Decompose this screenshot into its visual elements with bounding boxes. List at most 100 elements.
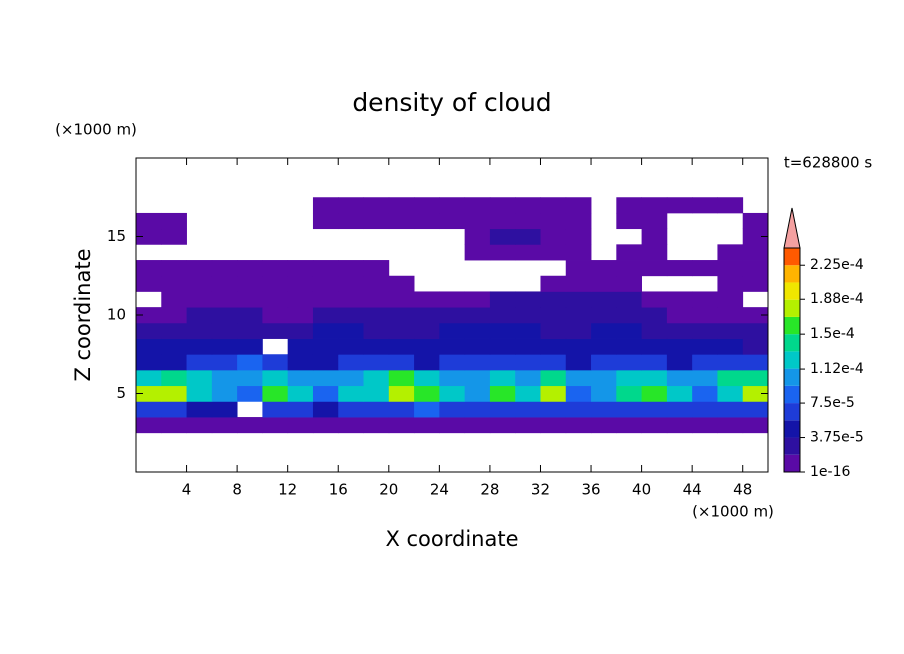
field-cell [338, 291, 364, 308]
field-cell [515, 354, 541, 371]
colorbar-band [784, 334, 800, 352]
field-cell [565, 354, 592, 371]
colorbar-band [784, 265, 800, 283]
field-cell [186, 385, 213, 402]
field-cell [312, 260, 339, 277]
y-tick-label: 10 [107, 306, 126, 324]
field-cell [641, 385, 668, 402]
x-tick-label: 44 [683, 481, 702, 499]
field-cell [515, 322, 541, 339]
field-cell [312, 322, 339, 339]
field-cell [515, 369, 541, 387]
field-cell [186, 338, 213, 355]
field-cell [464, 338, 491, 355]
colorbar-tick-label: 1.12e-4 [810, 361, 864, 377]
field-cell [666, 385, 693, 402]
field-cell [717, 354, 744, 371]
x-tick-label: 28 [480, 481, 499, 499]
field-cell [262, 354, 289, 371]
field-cell [666, 291, 693, 308]
field-cell [312, 338, 339, 355]
field-cell [439, 322, 466, 339]
chart-title: density of cloud [352, 88, 551, 117]
field-cell [464, 385, 491, 402]
field-cell [616, 385, 642, 402]
field-cell [641, 212, 668, 230]
field-cell [742, 385, 768, 402]
field-cell [388, 401, 415, 418]
field-cell [439, 401, 466, 418]
field-cell [717, 291, 744, 308]
field-cell [616, 244, 642, 261]
field-cell [439, 212, 466, 230]
field-cell [161, 275, 187, 292]
field-cell [262, 291, 289, 308]
field-cell [464, 197, 491, 214]
field-cell [161, 260, 187, 277]
field-cell [692, 307, 718, 324]
field-cell [186, 307, 213, 324]
field-cell [287, 260, 314, 277]
field-cell [464, 228, 491, 245]
field-cell [237, 307, 263, 324]
field-cell [464, 417, 491, 434]
field-cell [489, 338, 516, 355]
field-cell [287, 385, 314, 402]
field-cell [489, 307, 516, 324]
field-cell [388, 197, 415, 214]
field-cell [237, 385, 263, 402]
field-cell [439, 354, 466, 371]
colorbar-band [784, 437, 800, 455]
field-cell [186, 401, 213, 418]
field-cell [464, 291, 491, 308]
field-cell [136, 322, 162, 339]
x-axis-label: X coordinate [385, 527, 518, 551]
field-cell [262, 417, 289, 434]
field-cell [312, 291, 339, 308]
y-tick-label: 15 [107, 227, 126, 245]
field-cell [439, 307, 466, 324]
field-cell [666, 197, 693, 214]
field-cell [287, 275, 314, 292]
field-cell [262, 307, 289, 324]
field-cell [287, 307, 314, 324]
field-cell [515, 228, 541, 245]
field-cell [742, 354, 768, 371]
field-cell [641, 354, 668, 371]
x-tick-label: 36 [581, 481, 600, 499]
colorbar-band [784, 351, 800, 369]
field-cell [363, 212, 390, 230]
field-cell [388, 322, 415, 339]
field-cell [338, 197, 364, 214]
field-cell [666, 354, 693, 371]
field-cell [717, 197, 744, 214]
field-cell [692, 338, 718, 355]
field-cell [186, 322, 213, 339]
field-cell [262, 260, 289, 277]
field-cell [540, 275, 567, 292]
field-cell [414, 401, 440, 418]
x-tick-label: 4 [182, 481, 192, 499]
field-cell [161, 291, 187, 308]
field-cell [565, 291, 592, 308]
field-cell [161, 338, 187, 355]
field-cell [742, 212, 768, 230]
field-cell [136, 401, 162, 418]
field-cell [489, 291, 516, 308]
field-cell [565, 228, 592, 245]
field-cell [489, 401, 516, 418]
field-cell [591, 401, 617, 418]
x-tick-label: 40 [632, 481, 651, 499]
field-cell [464, 354, 491, 371]
field-cell [388, 291, 415, 308]
field-cell [237, 275, 263, 292]
field-cell [540, 212, 567, 230]
field-cell [616, 338, 642, 355]
field-cell [515, 212, 541, 230]
field-cell [692, 322, 718, 339]
field-cell [312, 354, 339, 371]
field-cell [262, 275, 289, 292]
field-cell [591, 369, 617, 387]
field-cell [388, 275, 415, 292]
